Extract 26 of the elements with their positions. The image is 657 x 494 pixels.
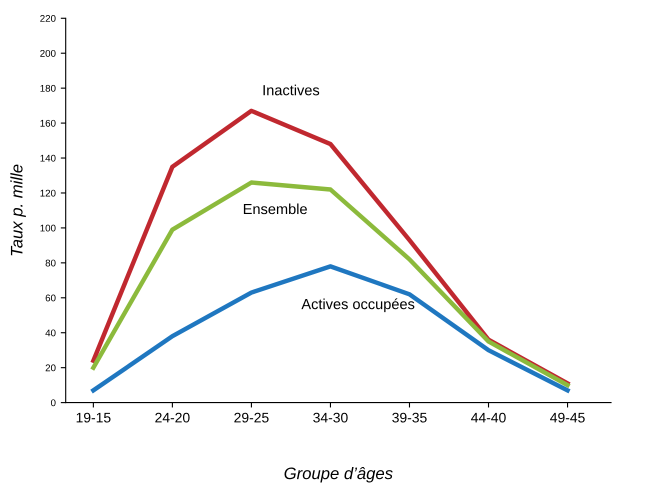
x-axis-title: Groupe d’âges — [284, 466, 393, 483]
x-tick-label: 44-40 — [471, 412, 506, 423]
y-axis-title: Taux p. mille — [10, 164, 26, 256]
x-tick-label: 19-15 — [76, 412, 111, 423]
y-tick-label: 120 — [40, 190, 56, 197]
x-tick-label: 29-25 — [234, 412, 269, 423]
x-tick-label: 39-35 — [392, 412, 427, 423]
series-label: Inactives — [264, 84, 320, 96]
x-tick-label: 24-20 — [155, 412, 190, 423]
y-tick-label: 180 — [40, 84, 56, 92]
x-tick-label: 34-30 — [313, 412, 348, 423]
series-label: Actives occupées — [301, 298, 414, 312]
y-tick-label: 220 — [40, 15, 56, 22]
x-tick-label: 49-45 — [550, 412, 585, 423]
series-label: Ensemble — [244, 203, 307, 214]
y-tick-label: 20 — [46, 364, 56, 372]
y-tick-label: 80 — [46, 260, 56, 266]
y-tick-label: 160 — [40, 120, 56, 127]
y-tick-label: 100 — [40, 224, 56, 232]
y-tick-label: 0 — [50, 399, 56, 406]
y-tick-label: 40 — [45, 329, 56, 336]
y-tick-label: 140 — [40, 154, 56, 162]
y-tick-label: 200 — [40, 50, 56, 57]
line-series — [91, 264, 570, 393]
line-series — [91, 180, 570, 388]
y-tick-label: 60 — [46, 294, 56, 302]
